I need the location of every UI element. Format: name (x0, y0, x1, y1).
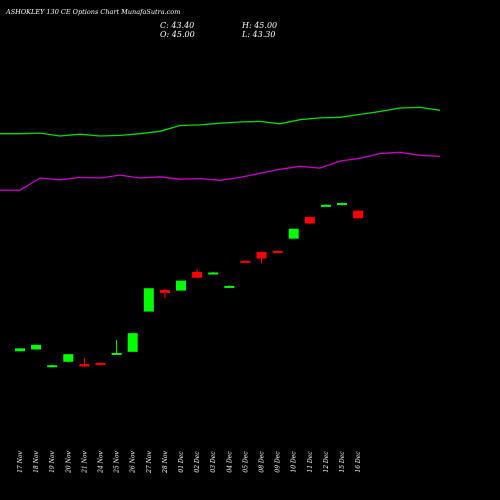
close-value: C: 43.40 (160, 21, 195, 30)
candle-body (111, 353, 122, 355)
x-tick-label: 01 Dec (178, 451, 185, 473)
candle-body (288, 228, 299, 239)
x-tick-label: 02 Dec (194, 451, 201, 473)
candle-body (240, 260, 251, 263)
x-tick-label: 18 Nov (33, 450, 40, 472)
x-tick-label: 26 Nov (130, 450, 137, 473)
x-tick-label: 04 Dec (226, 451, 233, 473)
candle-body (176, 280, 186, 291)
x-tick-label: 27 Nov (146, 450, 153, 473)
x-tick-label: 05 Dec (242, 451, 249, 473)
candle-body (31, 344, 42, 350)
x-tick-label: 12 Dec (323, 451, 330, 473)
x-tick-label: 24 Nov (98, 450, 105, 473)
x-tick-label: 16 Dec (355, 451, 362, 473)
candle-body (95, 362, 106, 365)
chart-title: ASHOKLEY 130 CE Options Chart MunafaSutr… (6, 8, 181, 16)
x-tick-label: 09 Dec (275, 451, 282, 473)
candle-body (320, 204, 331, 207)
candle-body (272, 250, 283, 253)
candle-body (304, 217, 315, 224)
candle-body (337, 203, 347, 206)
x-tick-label: 03 Dec (210, 451, 217, 473)
candle-body (192, 271, 203, 278)
candle-body (63, 354, 74, 362)
candle-body (15, 348, 25, 352)
candle-body (353, 210, 364, 219)
x-tick-label: 25 Nov (114, 450, 121, 473)
candle-body (47, 365, 58, 368)
open-value: O: 45.00 (160, 30, 195, 39)
x-tick-label: 20 Nov (65, 450, 72, 473)
candle-body (224, 285, 235, 288)
low-value: L: 43.30 (242, 30, 276, 39)
x-tick-label: 28 Nov (162, 450, 169, 473)
x-tick-label: 21 Nov (81, 450, 88, 473)
x-tick-label: 11 Dec (307, 451, 314, 473)
candle-body (256, 252, 267, 259)
candle-body (143, 288, 154, 312)
candle-body (208, 272, 219, 275)
x-tick-label: 10 Dec (291, 451, 298, 473)
candle-body (127, 333, 138, 352)
x-tick-label: 17 Nov (17, 450, 24, 472)
upper-band-line (0, 106, 441, 137)
x-tick-label: 08 Dec (259, 451, 266, 473)
lower-band-line (0, 151, 441, 191)
candle-body (79, 364, 90, 367)
candle-body (159, 290, 170, 293)
x-tick-label: 19 Nov (49, 450, 56, 472)
high-value: H: 45.00 (242, 21, 278, 30)
x-tick-label: 15 Dec (339, 451, 346, 473)
